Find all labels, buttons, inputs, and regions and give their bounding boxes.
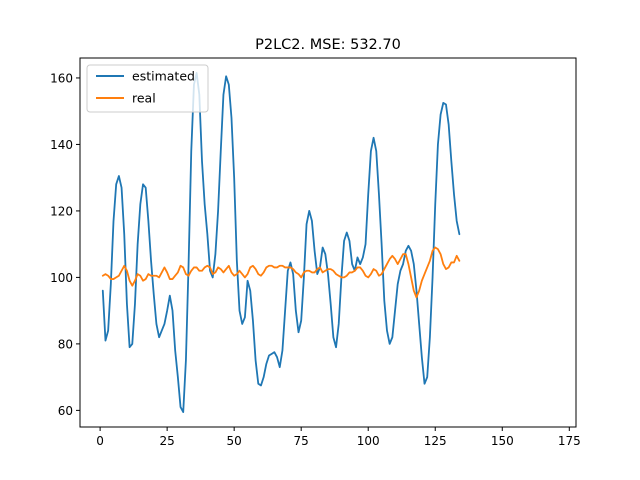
x-tick-label: 75	[294, 434, 309, 448]
legend: estimated real	[86, 64, 209, 113]
x-tick-label: 50	[227, 434, 242, 448]
x-axis: 0 25 50 75 100 125 150 175	[96, 427, 581, 448]
y-tick-label: 160	[50, 71, 73, 85]
x-tick-label: 125	[424, 434, 447, 448]
y-tick-label: 140	[50, 138, 73, 152]
y-tick-label: 60	[58, 404, 73, 418]
plot-frame	[79, 57, 577, 428]
x-tick-label: 175	[558, 434, 581, 448]
series-line-estimated	[101, 72, 461, 413]
y-tick-label: 100	[50, 271, 73, 285]
x-tick-label: 0	[96, 434, 104, 448]
series-line-real	[101, 246, 461, 299]
x-tick-label: 100	[357, 434, 380, 448]
y-tick-label: 120	[50, 204, 73, 218]
series-layer	[101, 72, 461, 413]
chart-title: P2LC2. MSE: 532.70	[255, 37, 401, 53]
y-axis: 60 80 100 120 140 160	[50, 71, 80, 418]
x-tick-label: 150	[491, 434, 514, 448]
y-tick-label: 80	[58, 337, 73, 351]
legend-label-estimated: estimated	[132, 69, 195, 84]
legend-label-real: real	[132, 91, 156, 106]
x-tick-label: 25	[159, 434, 174, 448]
